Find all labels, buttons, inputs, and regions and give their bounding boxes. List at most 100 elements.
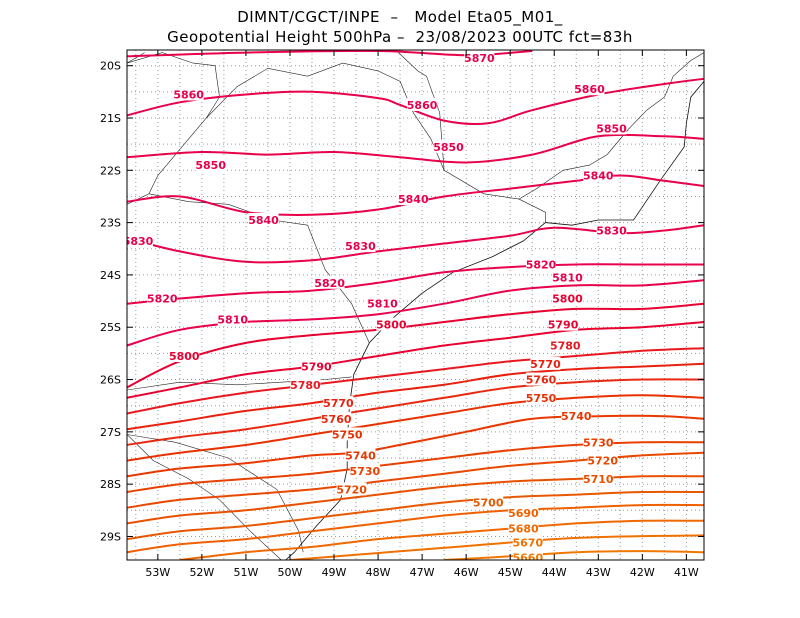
contour-line-5680 [179,519,704,560]
contour-label-5700: 5700 [473,496,504,509]
contour-label-bg [407,97,438,111]
contour-label-5820: 5820 [314,277,345,290]
contour-line-5750 [127,394,704,462]
contour-label-5660: 5660 [513,551,544,564]
x-tick-label: 42W [630,566,655,579]
contour-label-5850: 5850 [596,122,627,135]
contour-label-5710: 5710 [583,473,614,486]
contour-label-5740: 5740 [345,449,376,462]
contour-label-5800: 5800 [169,350,200,363]
contour-label-5850: 5850 [433,141,464,154]
contour-label-bg [332,427,363,441]
contour-label-5770: 5770 [323,397,354,410]
contour-line-5660 [444,550,704,560]
x-tick-label: 50W [278,566,303,579]
contour-label-5780: 5780 [290,379,321,392]
x-tick-label: 48W [366,566,391,579]
x-tick-label: 41W [674,566,699,579]
x-tick-label: 52W [189,566,214,579]
contour-label-bg [596,223,627,237]
contour-label-5860: 5860 [173,88,204,101]
contour-label-5720: 5720 [336,483,367,496]
contour-line-5790 [127,321,704,399]
contour-line-5690 [127,503,704,554]
x-tick-label: 44W [542,566,567,579]
contour-label-bg [314,275,345,289]
x-tick-label: 43W [586,566,611,579]
contour-line-5700 [127,490,704,541]
contour-label-5680: 5680 [508,523,539,536]
contour-label-bg [526,372,557,386]
contour-label-bg [512,550,543,560]
x-tick-label: 45W [498,566,523,579]
country-border [127,52,145,64]
contour-label-5740: 5740 [561,410,592,423]
contour-label-bg [345,239,376,253]
contour-label-bg [550,338,581,352]
x-tick-label: 53W [145,566,170,579]
y-tick-label: 28S [100,478,121,491]
contour-label-bg [147,291,178,305]
contour-label-5830: 5830 [123,235,154,248]
state-border [127,376,352,391]
contour-line-5800 [127,302,704,389]
contour-label-bg [323,396,354,410]
state-border [395,50,445,171]
contour-label-5800: 5800 [376,319,407,332]
contour-line-5770 [127,362,704,431]
contour-label-5690: 5690 [508,507,539,520]
contour-label-bg [574,82,605,96]
map-frame [126,49,705,561]
state-border [206,62,546,223]
contour-line-5840 [127,174,704,216]
contour-line-5780 [127,347,704,415]
state-border [127,434,304,553]
contour-label-bg [548,317,579,331]
contour-line-5820 [127,263,704,305]
y-tick-label: 22S [100,164,121,177]
contour-label-5860: 5860 [574,83,605,96]
contour-label-5860: 5860 [407,99,438,112]
contour-label-5720: 5720 [587,455,618,468]
contour-label-bg [464,50,495,64]
y-tick-label: 26S [100,374,121,387]
contour-line-5860 [127,77,704,125]
contour-label-bg [473,495,504,509]
contour-label-bg [290,377,321,391]
contour-label-5830: 5830 [596,224,627,237]
contour-label-bg [552,291,583,305]
contour-label-bg [561,409,592,423]
contour-label-bg [433,139,464,153]
contour-label-5840: 5840 [248,214,279,227]
y-tick-label: 20S [100,60,121,73]
contour-label-bg [530,356,561,370]
contour-label-5770: 5770 [530,358,561,371]
contour-label-bg [248,213,279,226]
state-border [518,52,704,200]
contour-label-5730: 5730 [583,436,614,449]
contour-label-5840: 5840 [583,170,614,183]
x-tick-label: 46W [454,566,479,579]
contour-label-5730: 5730 [350,465,381,478]
contour-label-bg [336,482,367,496]
contour-label-bg [596,121,627,135]
contour-label-bg [127,233,154,247]
contour-label-bg [583,168,614,182]
contour-label-5760: 5760 [321,413,352,426]
contour-line-5760 [127,378,704,446]
contour-label-bg [512,535,543,549]
contour-label-5670: 5670 [513,537,544,550]
contour-label-bg [508,505,539,519]
title-line-2: Geopotential Height 500hPa – 23/08/2023 … [167,28,633,46]
contour-label-bg [508,521,539,535]
x-tick-label: 51W [233,566,258,579]
contour-label-bg [367,296,398,310]
y-tick-label: 24S [100,269,121,282]
state-border [127,52,220,205]
contour-label-5790: 5790 [548,319,579,332]
contour-label-5830: 5830 [345,240,376,253]
contour-line-5670 [289,534,704,560]
y-tick-label: 29S [100,530,121,543]
contour-label-bg [321,411,352,425]
